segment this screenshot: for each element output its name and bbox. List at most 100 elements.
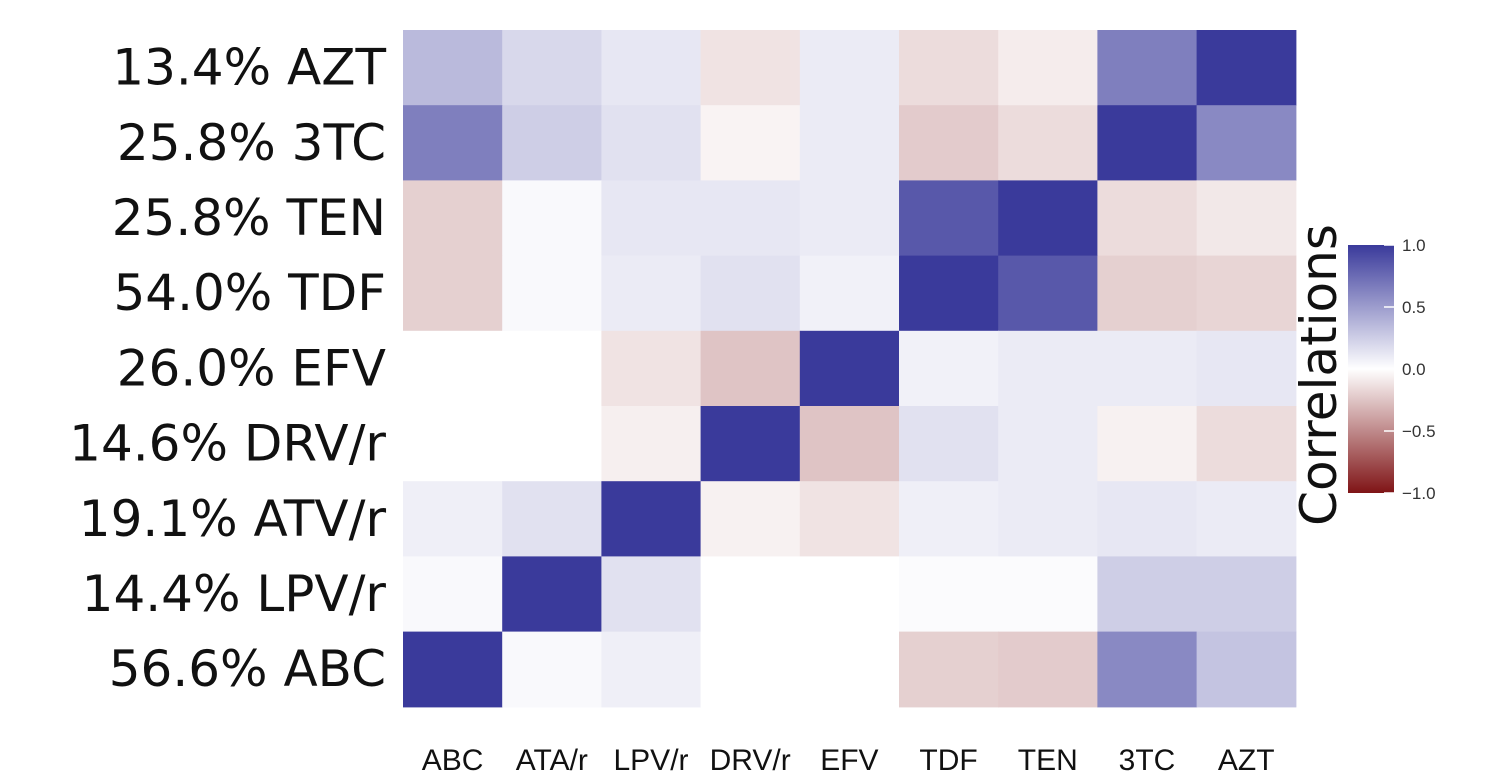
heatmap-cell (1097, 481, 1198, 557)
heatmap-cell (799, 556, 900, 633)
heatmap-cell (1196, 330, 1297, 407)
row-label: 14.4% LPV/r (82, 565, 387, 623)
heatmap-cell (998, 30, 1098, 106)
legend-tick-label: 0.5 (1402, 298, 1426, 317)
heatmap-cells (403, 30, 1297, 708)
heatmap-cell (601, 30, 702, 106)
heatmap-cell (899, 631, 999, 708)
heatmap-cell (502, 631, 602, 708)
column-labels: ABC ATA/r LPV/r DRV/r EFV TDF TEN 3TC AZT (422, 744, 1275, 773)
heatmap-cell (502, 481, 602, 557)
heatmap-cell (899, 105, 999, 181)
heatmap-cell (1097, 255, 1198, 332)
column-label: ABC (422, 744, 484, 773)
legend-title: Correlations (1290, 224, 1348, 526)
heatmap-cell (1196, 631, 1297, 708)
heatmap-cell (1097, 631, 1198, 708)
heatmap-cell (998, 255, 1098, 332)
column-label: DRV/r (710, 744, 791, 773)
heatmap-cell (502, 255, 602, 332)
heatmap-cell (998, 556, 1098, 633)
heatmap-cell (403, 105, 503, 181)
heatmap-cell (502, 556, 602, 633)
heatmap-cell (799, 105, 900, 181)
legend-tick-label: −0.5 (1402, 422, 1436, 441)
column-label: 3TC (1119, 744, 1176, 773)
legend-tick-label: 1.0 (1402, 236, 1426, 255)
heatmap-cell (1196, 255, 1297, 332)
heatmap-cell (403, 255, 503, 332)
color-legend: Correlations 1.0 0.5 0.0 −0.5 −1.0 (1290, 224, 1436, 526)
column-label: AZT (1218, 744, 1275, 773)
heatmap-cell (502, 105, 602, 181)
row-label: 26.0% EFV (117, 339, 386, 397)
heatmap-cell (403, 631, 503, 708)
row-label: 54.0% TDF (113, 264, 386, 322)
legend-tick-label: −1.0 (1402, 484, 1436, 503)
heatmap-cell (998, 406, 1098, 482)
heatmap-cell (700, 481, 801, 557)
heatmap-cell (1196, 105, 1297, 181)
heatmap-cell (1196, 406, 1297, 482)
heatmap-cell (899, 255, 999, 332)
heatmap-cell (1196, 556, 1297, 633)
heatmap-cell (601, 631, 702, 708)
column-label: EFV (820, 744, 878, 773)
row-label: 25.8% 3TC (117, 114, 386, 172)
heatmap-cell (998, 330, 1098, 407)
row-label: 14.6% DRV/r (69, 415, 386, 473)
legend-tick-label: 0.0 (1402, 360, 1426, 379)
heatmap-cell (799, 330, 900, 407)
heatmap-cell (403, 180, 503, 257)
heatmap-cell (601, 556, 702, 633)
heatmap-cell (700, 30, 801, 106)
heatmap-cell (998, 105, 1098, 181)
heatmap-cell (502, 30, 602, 106)
heatmap-cell (403, 406, 503, 482)
heatmap-cell (799, 406, 900, 482)
heatmap-cell (799, 631, 900, 708)
heatmap-cell (998, 180, 1098, 257)
heatmap-cell (899, 180, 999, 257)
heatmap-cell (1097, 330, 1198, 407)
heatmap-cell (799, 255, 900, 332)
heatmap-cell (403, 556, 503, 633)
heatmap-cell (998, 481, 1098, 557)
heatmap-cell (1097, 556, 1198, 633)
heatmap-cell (601, 330, 702, 407)
heatmap-cell (899, 330, 999, 407)
heatmap-cell (403, 481, 503, 557)
heatmap-cell (998, 631, 1098, 708)
heatmap-cell (1097, 180, 1198, 257)
row-label: 19.1% ATV/r (79, 490, 387, 548)
column-label: TEN (1018, 744, 1078, 773)
heatmap-cell (899, 481, 999, 557)
heatmap-cell (700, 406, 801, 482)
column-label: LPV/r (613, 744, 688, 773)
heatmap-cell (799, 30, 900, 106)
heatmap-cell (601, 105, 702, 181)
heatmap-cell (700, 556, 801, 633)
heatmap-cell (403, 30, 503, 106)
heatmap-cell (502, 330, 602, 407)
heatmap-cell (403, 330, 503, 407)
heatmap-cell (700, 105, 801, 181)
heatmap-cell (601, 406, 702, 482)
heatmap-cell (502, 406, 602, 482)
row-label: 13.4% AZT (112, 39, 386, 97)
heatmap-cell (1097, 105, 1198, 181)
row-labels: 13.4% AZT 25.8% 3TC 25.8% TEN 54.0% TDF 26.0… (69, 39, 386, 699)
heatmap-cell (899, 406, 999, 482)
heatmap-cell (601, 180, 702, 257)
heatmap-cell (1196, 481, 1297, 557)
heatmap-cell (601, 481, 702, 557)
heatmap-cell (700, 631, 801, 708)
heatmap-cell (899, 556, 999, 633)
column-label: TDF (919, 744, 977, 773)
heatmap-cell (700, 330, 801, 407)
heatmap-cell (899, 30, 999, 106)
column-label: ATA/r (516, 744, 588, 773)
heatmap-cell (1097, 30, 1198, 106)
heatmap-cell (700, 180, 801, 257)
